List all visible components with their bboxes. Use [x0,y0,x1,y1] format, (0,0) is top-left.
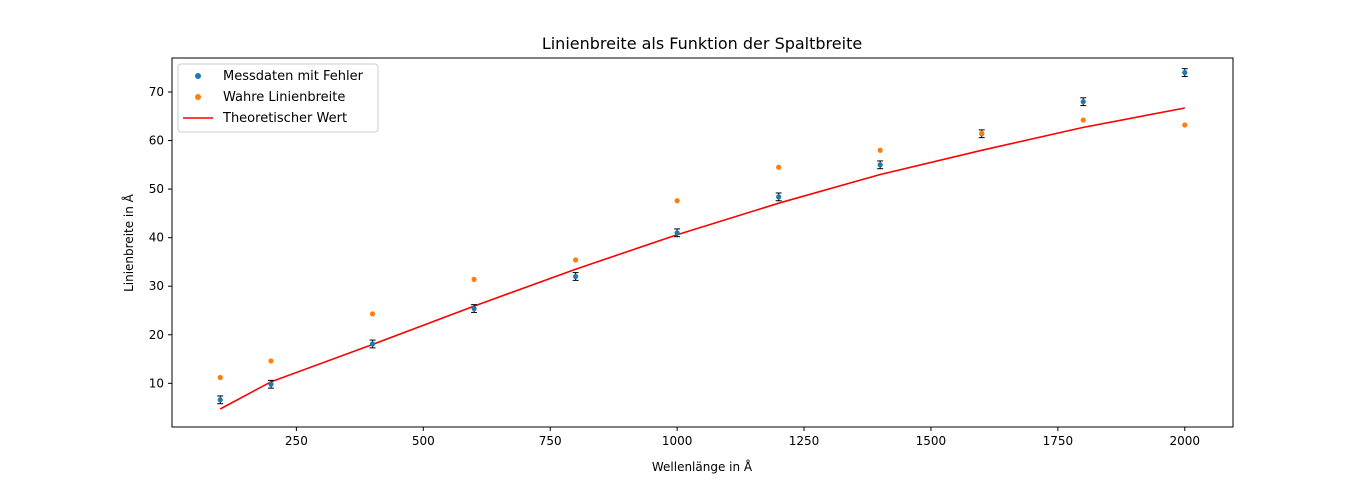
measurement-point-6 [775,192,782,202]
legend-box [177,63,379,133]
y-axis-ticks: 10 20 30 40 50 60 70 [149,85,172,390]
true-width-series [217,117,1188,381]
measurement-marker-7 [877,162,883,168]
true-width-point-0 [217,374,223,381]
x-axis-label: Wellenlänge in Å [652,459,753,474]
measurement-point-0 [217,395,224,405]
measurement-marker-4 [572,273,579,280]
true-width-point-1 [268,358,274,364]
y-tick-label-5: 60 [149,134,164,148]
true-width-point-3 [471,276,477,282]
y-tick-label-1: 20 [149,328,164,342]
measurement-marker-5 [674,230,680,236]
measurement-point-2 [369,339,376,349]
y-tick-label-3: 40 [149,231,164,245]
true-width-point-10 [1182,122,1188,128]
y-tick-label-6: 70 [149,85,164,99]
x-tick-label-3: 1000 [662,434,693,448]
measurement-marker-9 [1080,99,1086,105]
true-width-point-5 [674,198,680,204]
measurement-marker-6 [776,194,782,200]
x-tick-label-7: 2000 [1169,434,1200,448]
legend-marker-measured [195,73,201,79]
measurement-point-5 [674,228,681,238]
measurement-point-10 [1181,68,1188,77]
true-width-point-8 [979,130,985,136]
measurement-point-1 [267,379,274,389]
x-tick-label-2: 750 [539,434,562,448]
true-width-point-7 [877,147,883,153]
y-tick-label-2: 30 [149,279,164,293]
x-axis-ticks: 250 500 750 1000 1250 1500 1750 2000 [285,427,1200,448]
legend-label-true: Wahre Linienbreite [223,90,345,105]
theory-line-series [219,107,1185,410]
true-width-point-2 [369,311,376,317]
x-tick-label-0: 250 [285,434,308,448]
legend-label-theory: Theoretischer Wert [222,111,347,126]
measurement-marker-3 [471,305,477,312]
legend-label-measured: Messdaten mit Fehler [223,69,364,84]
chart-title: Linienbreite als Funktion der Spaltbreit… [542,34,862,53]
measurement-point-9 [1080,97,1087,107]
y-tick-label-0: 10 [149,376,164,390]
legend-marker-true [195,94,201,100]
measurement-point-4 [572,272,579,281]
measurement-marker-1 [268,381,274,387]
measurement-marker-10 [1182,69,1188,76]
theory-line [219,107,1185,410]
true-width-point-9 [1080,117,1086,123]
measurement-marker-2 [369,341,376,347]
x-tick-label-4: 1250 [789,434,820,448]
measurement-point-3 [471,304,478,313]
y-tick-label-4: 50 [149,182,164,196]
true-width-point-6 [776,164,782,170]
legend: Messdaten mit Fehler Wahre Linienbreite … [177,63,379,133]
y-axis-label: Linienbreite in Å [121,193,136,292]
x-tick-label-5: 1500 [916,434,947,448]
x-tick-label-1: 500 [412,434,435,448]
measurement-errorbar-series [217,68,1188,405]
measurement-marker-0 [217,397,223,403]
x-tick-label-6: 1750 [1043,434,1074,448]
true-width-point-4 [572,257,579,263]
plot-frame [171,57,1234,428]
measurement-point-7 [877,160,884,170]
